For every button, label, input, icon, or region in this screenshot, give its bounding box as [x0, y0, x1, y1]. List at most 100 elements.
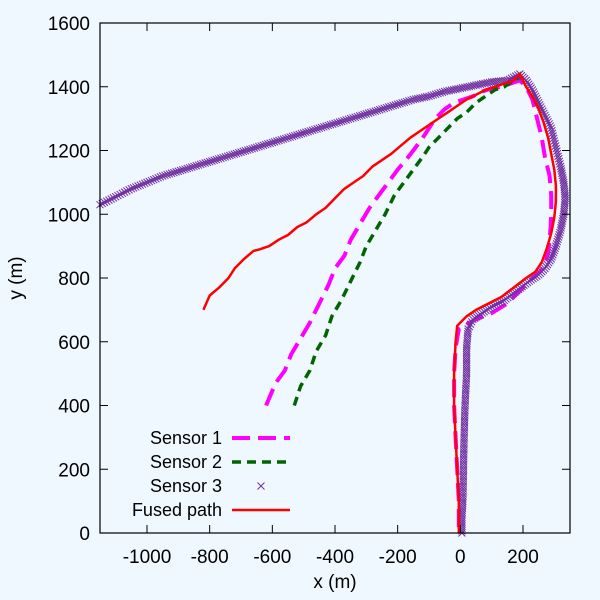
x-tick-label: 0 — [455, 547, 466, 568]
sensor-3-point — [248, 144, 257, 153]
sensor-1-line — [264, 78, 554, 533]
sensor-3-point — [558, 169, 566, 178]
legend-label-fused-path: Fused path — [132, 500, 222, 520]
sensor-3-point — [418, 93, 427, 102]
sensor-3-point — [369, 107, 377, 116]
sensor-3-point — [147, 176, 156, 185]
sensor-3-point — [360, 110, 368, 119]
sensor-3-point — [342, 116, 351, 124]
sensor-3-point — [373, 106, 382, 115]
sensor-3-point — [145, 177, 154, 186]
sensor-3-point — [449, 85, 458, 94]
sensor-3-point — [549, 134, 558, 143]
sensor-3-point — [478, 79, 487, 88]
sensor-3-point — [331, 119, 339, 128]
sensor-3-point — [134, 182, 142, 190]
sensor-3-point — [116, 190, 124, 199]
sensor-3-point — [181, 165, 189, 174]
sensor-3-point — [270, 137, 279, 146]
y-tick-label: 1200 — [48, 142, 90, 163]
sensor-3-point — [420, 93, 429, 102]
sensor-3-point — [201, 159, 210, 167]
sensor-3-point — [557, 224, 565, 232]
sensor-3-point — [250, 144, 259, 152]
x-tick-label: -600 — [253, 547, 291, 568]
sensor-3-point — [413, 94, 422, 103]
sensor-3-point — [550, 246, 559, 255]
sensor-3-point — [272, 137, 281, 146]
sensor-3-point — [192, 161, 201, 170]
sensor-3-point — [105, 196, 113, 204]
sensor-1-series — [264, 78, 554, 533]
sensor-3-point — [127, 184, 136, 193]
sensor-3-point — [549, 248, 558, 257]
sensor-3-point — [483, 79, 492, 87]
sensor-3-point — [554, 154, 563, 163]
sensor-3-point — [281, 134, 290, 143]
sensor-3-point — [255, 142, 263, 151]
sensor-3-point — [355, 112, 364, 120]
sensor-3-point — [557, 221, 566, 230]
legend: Sensor 1 Sensor 2 Sensor 3 Fused path — [132, 428, 290, 520]
sensor-3-point — [138, 180, 147, 189]
sensor-3-point — [261, 140, 270, 149]
sensor-3-point — [436, 89, 445, 97]
sensor-3-point — [288, 132, 297, 141]
sensor-3-point — [156, 173, 165, 181]
sensor-3-point — [469, 81, 478, 90]
sensor-3-point — [217, 154, 225, 163]
sensor-3-point — [228, 150, 236, 159]
sensor-3-point — [308, 126, 317, 135]
sensor-3-point — [362, 109, 371, 118]
sensor-3-point — [208, 157, 216, 165]
sensor-3-point — [299, 129, 308, 137]
y-tick-label: 200 — [58, 460, 90, 481]
sensor-3-point — [163, 170, 171, 179]
sensor-3-point — [431, 90, 440, 99]
sensor-3-point — [284, 133, 292, 142]
sensor-3-point — [472, 81, 480, 90]
sensor-3-point — [460, 83, 469, 92]
sensor-3-point — [463, 83, 471, 91]
sensor-3-point — [190, 162, 198, 171]
sensor-3-point — [102, 197, 111, 206]
sensor-3-point — [467, 82, 476, 90]
sensor-3-point — [465, 322, 474, 331]
sensor-3-point — [100, 198, 109, 207]
sensor-3-point — [302, 128, 310, 137]
x-tick-label: -400 — [316, 547, 354, 568]
sensor-3-point — [387, 102, 395, 111]
sensor-3-point — [558, 173, 567, 182]
sensor-3-point — [552, 239, 561, 248]
sensor-3-point — [556, 162, 565, 171]
sensor-3-point — [241, 146, 250, 155]
sensor-3-point — [328, 120, 337, 128]
sensor-3-point — [548, 252, 556, 261]
x-tick-label: -200 — [379, 547, 417, 568]
sensor-3-point — [351, 113, 359, 122]
sensor-3-point — [279, 135, 288, 143]
x-tick-label: -800 — [191, 547, 229, 568]
y-tick-label: 400 — [58, 397, 90, 418]
sensor-3-point — [319, 122, 328, 131]
sensor-3-point — [382, 103, 391, 112]
sensor-3-point — [554, 152, 562, 161]
sensor-3-point — [349, 114, 357, 122]
y-tick-label: 1400 — [48, 78, 90, 99]
sensor-3-point — [185, 163, 194, 172]
sensor-3-point — [425, 92, 433, 101]
sensor-3-point — [434, 89, 442, 98]
sensor-3-point — [466, 320, 475, 329]
sensor-3-point — [548, 250, 557, 259]
sensor-2-line — [292, 75, 521, 407]
sensor-3-point — [257, 142, 265, 150]
sensor-3-point — [178, 165, 187, 174]
sensor-3-point — [158, 172, 167, 180]
legend-marker-sensor-3 — [257, 482, 265, 490]
sensor-3-point — [107, 195, 116, 203]
sensor-3-point — [553, 149, 562, 158]
sensor-3-point — [384, 103, 393, 111]
fused-path-series — [202, 72, 558, 533]
sensor-3-point — [551, 139, 559, 148]
sensor-3-point — [266, 139, 274, 148]
